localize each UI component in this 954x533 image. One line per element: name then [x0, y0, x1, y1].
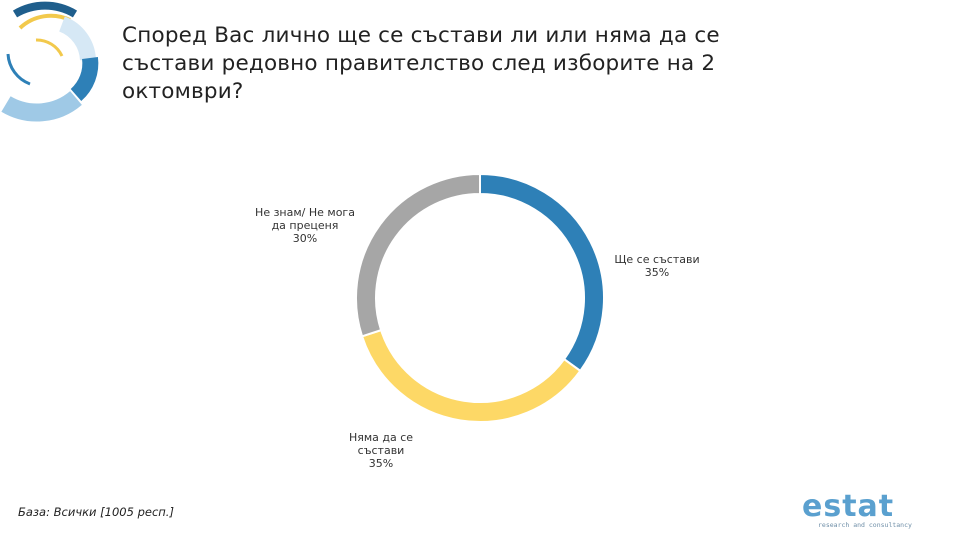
brand-tagline: research and consultancy [818, 521, 912, 529]
slice-category-label: Не знам/ Не мога [255, 206, 355, 219]
donut-slice [479, 172, 605, 373]
corner-arcs-logo [1, 1, 99, 122]
slice-value-label: 35% [645, 266, 669, 279]
slice-value-label: 30% [293, 232, 317, 245]
donut-slice [355, 172, 481, 338]
chart-title: Според Вас лично ще се състави ли или ня… [122, 23, 720, 104]
donut-slice [360, 328, 582, 423]
slice-label: Няма да се състави 35% [349, 431, 413, 470]
slice-value-label: 35% [369, 457, 393, 470]
base-note: База: Всички [1005 респ.] [18, 505, 174, 519]
estat-logo: estat research and consultancy [802, 489, 912, 529]
slice-category-label: Ще се състави [614, 253, 699, 266]
slice-category-label: състави [358, 444, 405, 457]
brand-name: estat [802, 489, 894, 524]
slice-label: Ще се състави 35% [614, 253, 699, 279]
slice-category-label: да преценя [272, 219, 339, 232]
slice-label: Не знам/ Не мога да преценя 30% [255, 206, 355, 245]
slice-category-label: Няма да се [349, 431, 413, 444]
